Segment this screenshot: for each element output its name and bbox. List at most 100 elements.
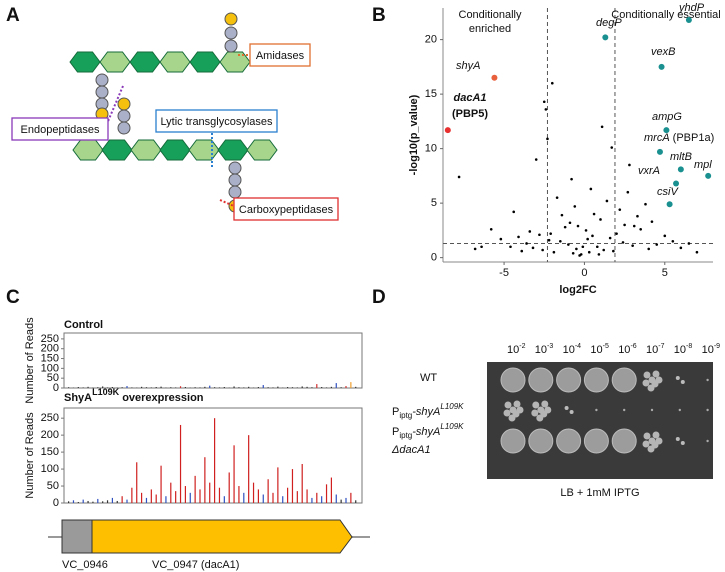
read-bar [194, 387, 196, 388]
gene-name: mpl [694, 159, 712, 171]
point [542, 100, 546, 104]
read-bar [121, 496, 123, 503]
highlight-point [673, 180, 680, 187]
annotation: enriched [469, 23, 511, 35]
colony [544, 406, 552, 414]
y-tick-label: 50 [47, 480, 59, 492]
read-bar [350, 492, 352, 503]
point [592, 212, 596, 216]
read-bar [116, 500, 118, 503]
read-bar [267, 387, 269, 388]
dilution-label: 10-9 [702, 343, 721, 356]
gene-label: VC_0946 [62, 559, 108, 571]
dilution-base: 10 [563, 344, 575, 356]
colony [503, 409, 511, 417]
point [552, 250, 556, 254]
strain-sub: iptg [399, 411, 412, 420]
colony [648, 437, 656, 445]
gene-label: mpl [694, 159, 712, 171]
read-bar [199, 387, 201, 388]
strain-gene: -shyA [412, 406, 440, 418]
amino [228, 173, 242, 187]
dilution-base: 10 [618, 344, 630, 356]
point [626, 190, 630, 194]
read-bar [296, 387, 298, 388]
read-bar [272, 387, 274, 388]
read-bar [243, 387, 245, 388]
read-bar [160, 386, 162, 388]
amino [228, 185, 242, 199]
point [567, 243, 570, 246]
point [573, 205, 577, 208]
title-text: ShyA [64, 392, 92, 404]
point [595, 245, 599, 249]
point [599, 218, 602, 221]
strain-p: P [392, 406, 399, 418]
point [618, 208, 622, 211]
point [512, 210, 516, 214]
strain-sup: L109K [440, 422, 464, 431]
panel-label: A [6, 5, 20, 26]
read-bar [145, 497, 148, 503]
point [509, 245, 512, 249]
read-bar [340, 387, 342, 388]
point [650, 220, 654, 223]
point [499, 237, 503, 241]
dilution-exp: -2 [519, 343, 525, 350]
gene-label: degP [596, 17, 622, 29]
read-bar [228, 472, 230, 503]
point [591, 234, 594, 238]
plate-caption: LB + 1mM IPTG [560, 487, 639, 499]
gene-name: vexB [651, 46, 675, 58]
label-box [155, 109, 278, 133]
y-tick-label: 50 [47, 372, 59, 384]
enzyme-label: Amidases [256, 50, 305, 62]
y-tick-label: 15 [425, 88, 437, 100]
gene-name: mrcA [644, 132, 670, 144]
dilution-exp: -5 [603, 343, 609, 350]
colony [650, 408, 654, 412]
amino-yellow [224, 12, 238, 26]
read-bar [345, 497, 347, 503]
read-bar [209, 482, 211, 503]
point [671, 239, 675, 243]
read-bar [291, 387, 294, 388]
point [547, 238, 551, 242]
read-bar [184, 387, 186, 388]
point [631, 244, 634, 247]
read-bar [243, 492, 245, 503]
highlight-point [685, 16, 692, 23]
point [600, 125, 604, 129]
amino [224, 39, 238, 53]
read-bar [131, 487, 133, 503]
colony [647, 384, 655, 392]
plot-frame [63, 407, 363, 504]
read-bar [131, 387, 133, 388]
read-bar [160, 465, 162, 503]
read-bar [355, 386, 357, 388]
dilution-label: 10-3 [535, 343, 554, 356]
read-bar [214, 387, 216, 388]
gene-label: (PBP5) [452, 108, 488, 120]
colony [508, 414, 516, 422]
highlight-point [658, 63, 665, 70]
read-bar [218, 387, 221, 388]
annotation: Conditionally [459, 9, 522, 21]
point [663, 234, 667, 238]
x-tick-label: 0 [581, 267, 587, 279]
spot [583, 428, 609, 454]
point [584, 229, 588, 232]
panel-label: D [372, 287, 386, 308]
point [520, 249, 524, 253]
amino [95, 73, 109, 87]
spot [611, 367, 637, 393]
read-bar [97, 498, 99, 503]
point [647, 247, 651, 251]
colony [623, 408, 626, 412]
highlight-point [491, 74, 498, 81]
colony [569, 410, 574, 414]
point [612, 249, 615, 253]
dilution-base: 10 [646, 344, 658, 356]
read-bar [214, 418, 216, 503]
